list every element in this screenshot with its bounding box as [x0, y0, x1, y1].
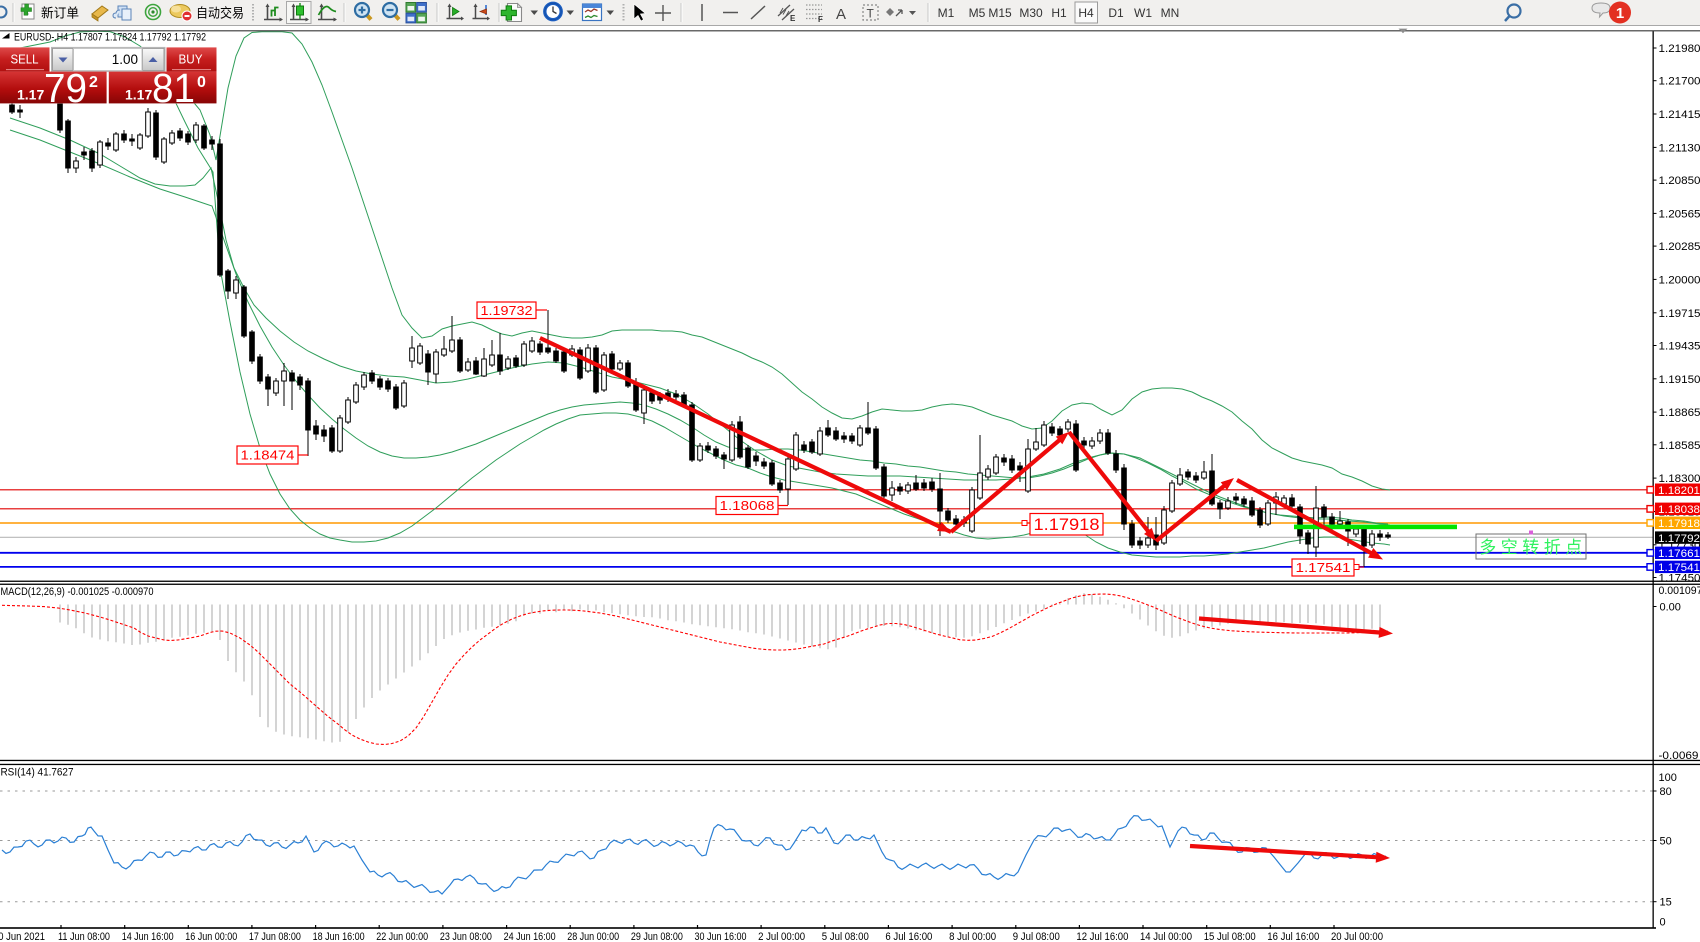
svg-text:W1: W1 [1134, 6, 1152, 20]
svg-text:9 Jul 08:00: 9 Jul 08:00 [1013, 931, 1060, 942]
svg-text:0.001097: 0.001097 [1659, 585, 1700, 597]
svg-text:1.18474: 1.18474 [241, 448, 295, 463]
svg-text:自动交易: 自动交易 [196, 6, 244, 21]
svg-text:1.19732: 1.19732 [481, 303, 533, 318]
svg-text:1.18201: 1.18201 [1658, 485, 1700, 497]
svg-text:1.21980: 1.21980 [1659, 43, 1700, 55]
svg-text:14 Jul 00:00: 14 Jul 00:00 [1140, 931, 1192, 942]
svg-text:多空转折点: 多空转折点 [1479, 538, 1587, 557]
svg-text:1.17918: 1.17918 [1658, 518, 1700, 530]
svg-text:BUY: BUY [179, 52, 203, 67]
svg-text:81: 81 [152, 65, 195, 111]
svg-text:F: F [818, 15, 823, 24]
svg-text:M1: M1 [938, 6, 955, 20]
svg-text:1.19715: 1.19715 [1659, 308, 1700, 320]
svg-text:1.17541: 1.17541 [1658, 562, 1700, 574]
svg-text:15: 15 [1660, 897, 1672, 909]
svg-text:-0.0069: -0.0069 [1659, 750, 1699, 762]
svg-text:1.18585: 1.18585 [1659, 440, 1700, 452]
svg-text:MACD(12,26,9) -0.001025 -0.000: MACD(12,26,9) -0.001025 -0.000970 [1, 586, 154, 598]
svg-text:1.17661: 1.17661 [1658, 548, 1700, 560]
svg-text:20 Jul 00:00: 20 Jul 00:00 [1331, 931, 1383, 942]
svg-text:18 Jun 16:00: 18 Jun 16:00 [313, 931, 365, 942]
svg-text:8 Jul 00:00: 8 Jul 00:00 [949, 931, 996, 942]
svg-text:M30: M30 [1019, 6, 1043, 20]
svg-text:1.17450: 1.17450 [1659, 573, 1700, 585]
svg-text:1.00: 1.00 [112, 52, 138, 67]
svg-text:H1: H1 [1051, 6, 1067, 20]
svg-text:M5: M5 [969, 6, 986, 20]
svg-text:1.18865: 1.18865 [1659, 407, 1700, 419]
svg-text:23 Jun 08:00: 23 Jun 08:00 [440, 931, 492, 942]
svg-text:0.00: 0.00 [1660, 602, 1681, 614]
svg-text:16 Jun 00:00: 16 Jun 00:00 [185, 931, 237, 942]
svg-text:100: 100 [1659, 772, 1677, 784]
svg-text:2 Jul 00:00: 2 Jul 00:00 [758, 931, 805, 942]
svg-text:50: 50 [1660, 836, 1672, 848]
svg-text:5 Jul 08:00: 5 Jul 08:00 [822, 931, 869, 942]
svg-text:11 Jun 08:00: 11 Jun 08:00 [58, 931, 110, 942]
svg-text:1.21415: 1.21415 [1659, 109, 1700, 121]
svg-text:12 Jul 16:00: 12 Jul 16:00 [1076, 931, 1128, 942]
svg-text:1.17541: 1.17541 [1296, 560, 1351, 575]
svg-text:1.20850: 1.20850 [1659, 175, 1700, 187]
svg-text:0: 0 [1660, 917, 1666, 929]
svg-text:28 Jun 00:00: 28 Jun 00:00 [567, 931, 619, 942]
svg-text:1.18038: 1.18038 [1658, 504, 1700, 516]
svg-text:EURUSD-,H4 1.17807 1.17824 1.: EURUSD-,H4 1.17807 1.17824 1.17792 1.177… [14, 32, 206, 44]
svg-text:24 Jun 16:00: 24 Jun 16:00 [504, 931, 556, 942]
svg-text:1.19435: 1.19435 [1659, 341, 1700, 353]
svg-text:29 Jun 08:00: 29 Jun 08:00 [631, 931, 683, 942]
svg-text:1: 1 [1616, 5, 1624, 22]
svg-text:16 Jul 16:00: 16 Jul 16:00 [1267, 931, 1319, 942]
svg-text:T: T [867, 7, 875, 21]
svg-text:22 Jun 00:00: 22 Jun 00:00 [376, 931, 428, 942]
svg-text:1.18300: 1.18300 [1659, 473, 1700, 485]
svg-text:30 Jun 16:00: 30 Jun 16:00 [695, 931, 747, 942]
svg-text:H4: H4 [1078, 6, 1094, 20]
svg-text:15 Jul 08:00: 15 Jul 08:00 [1204, 931, 1256, 942]
svg-text:79: 79 [44, 65, 87, 111]
svg-text:SELL: SELL [11, 52, 39, 67]
svg-text:1.17918: 1.17918 [1034, 516, 1100, 534]
svg-text:MN: MN [1161, 6, 1180, 20]
svg-text:1.17792: 1.17792 [1658, 533, 1700, 545]
svg-text:1.19150: 1.19150 [1659, 374, 1700, 386]
svg-text:1.20565: 1.20565 [1659, 208, 1700, 220]
svg-text:RSI(14) 41.7627: RSI(14) 41.7627 [1, 767, 74, 779]
svg-text:D1: D1 [1108, 6, 1124, 20]
svg-text:10 Jun 2021: 10 Jun 2021 [0, 931, 45, 942]
svg-text:0: 0 [197, 74, 206, 91]
svg-text:80: 80 [1660, 786, 1672, 798]
svg-text:新订单: 新订单 [41, 6, 79, 21]
svg-text:2: 2 [89, 74, 98, 91]
svg-text:17 Jun 08:00: 17 Jun 08:00 [249, 931, 301, 942]
svg-text:1.21130: 1.21130 [1659, 142, 1700, 154]
svg-text:1.17: 1.17 [17, 87, 44, 103]
svg-text:1.17: 1.17 [125, 87, 152, 103]
svg-text:E: E [790, 14, 796, 23]
svg-text:1.18068: 1.18068 [720, 498, 775, 513]
svg-text:6 Jul 16:00: 6 Jul 16:00 [885, 931, 932, 942]
svg-text:M15: M15 [988, 6, 1012, 20]
svg-text:1.20285: 1.20285 [1659, 241, 1700, 253]
svg-text:14 Jun 16:00: 14 Jun 16:00 [122, 931, 174, 942]
svg-text:1.20000: 1.20000 [1659, 274, 1700, 286]
svg-text:A: A [836, 6, 846, 23]
svg-text:1.21700: 1.21700 [1659, 76, 1700, 88]
